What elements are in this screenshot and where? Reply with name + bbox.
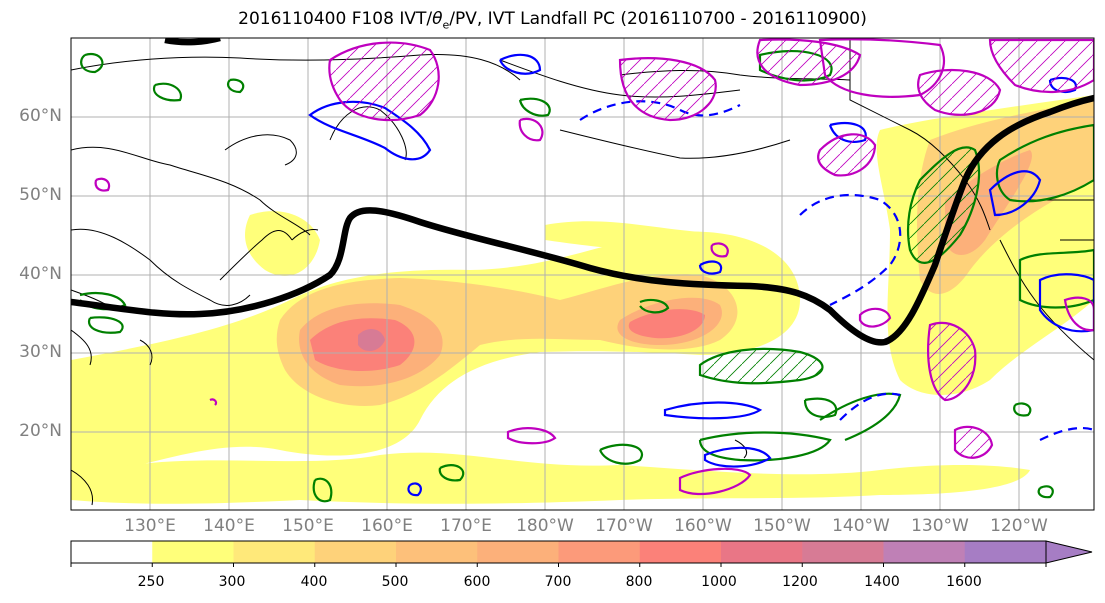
map-frame <box>70 37 1095 511</box>
jet-axis-line <box>71 94 1094 346</box>
colorbar-label-250: 250 <box>137 574 165 590</box>
colorbar-swatch <box>964 541 1047 563</box>
colorbar-label-1200: 1200 <box>782 574 818 590</box>
jet-axis-line-north <box>164 38 221 46</box>
colorbar-label-300: 300 <box>218 574 246 590</box>
lat-label-20n: 20°N <box>19 421 62 441</box>
lon-label-170e: 170°E <box>440 516 492 536</box>
ivt-shading <box>71 95 1094 504</box>
colorbar-label-1400: 1400 <box>864 574 900 590</box>
map-plot-area <box>71 38 1094 510</box>
colorbar-swatch <box>233 541 316 563</box>
lon-label-140e: 140°E <box>203 516 255 536</box>
colorbar-swatch <box>721 541 803 563</box>
pv-positive-hatch <box>329 39 1094 458</box>
lon-label-180w: 180°W <box>516 516 574 536</box>
lat-label-40n: 40°N <box>19 264 62 284</box>
colorbar-label-600: 600 <box>463 574 491 590</box>
lon-label-140w: 140°W <box>832 516 890 536</box>
theta-e-hatch-2 <box>908 147 980 263</box>
colorbar-swatch <box>558 541 641 563</box>
lat-label-50n: 50°N <box>19 185 62 205</box>
lat-label-60n: 60°N <box>19 106 62 126</box>
colorbar-label-400: 400 <box>300 574 328 590</box>
map-title: 2016110400 F108 IVT/θe/PV, IVT Landfall … <box>0 9 1105 31</box>
colorbar-swatch <box>639 541 722 563</box>
pv-negative-dashed <box>579 100 1094 441</box>
colorbar-swatch <box>802 541 884 563</box>
colorbar-label-500: 500 <box>381 574 409 590</box>
theta-e-hatch <box>700 348 823 384</box>
title-theta-subscript: e <box>442 18 450 32</box>
colorbar <box>70 540 1093 567</box>
colorbar-swatch <box>396 541 478 563</box>
title-theta: θ <box>432 9 443 29</box>
colorbar-label-1000: 1000 <box>701 574 737 590</box>
title-prefix: 2016110400 F108 IVT/ <box>238 9 433 29</box>
lon-label-130e: 130°E <box>124 516 176 536</box>
lon-label-170w: 170°W <box>595 516 653 536</box>
colorbar-label-700: 700 <box>544 574 572 590</box>
colorbar-swatch <box>71 541 153 563</box>
lat-label-30n: 30°N <box>19 342 62 362</box>
colorbar-label-1600: 1600 <box>946 574 982 590</box>
colorbar-swatch <box>152 541 234 563</box>
lon-label-150w: 150°W <box>753 516 811 536</box>
lon-label-150e: 150°E <box>282 516 334 536</box>
colorbar-swatch <box>883 541 966 563</box>
colorbar-swatch <box>314 541 397 563</box>
lon-label-120w: 120°W <box>990 516 1048 536</box>
title-suffix: /PV, IVT Landfall PC (2016110700 - 20161… <box>449 9 867 29</box>
colorbar-extend-arrow <box>1045 540 1093 564</box>
colorbar-label-800: 800 <box>625 574 653 590</box>
lon-label-130w: 130°W <box>911 516 969 536</box>
lon-label-160w: 160°W <box>674 516 732 536</box>
lon-label-160e: 160°E <box>361 516 413 536</box>
colorbar-swatch <box>477 541 559 563</box>
